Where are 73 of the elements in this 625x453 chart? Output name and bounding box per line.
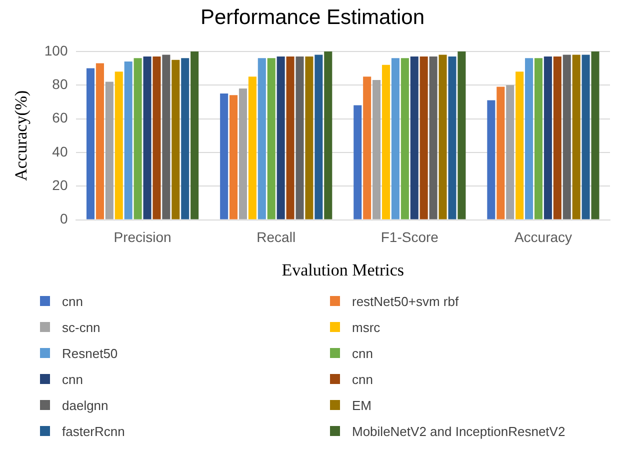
bar <box>296 56 304 220</box>
bar <box>516 72 524 220</box>
y-tick-label: 40 <box>52 143 68 160</box>
bar <box>134 58 142 220</box>
bar <box>534 58 543 220</box>
bar <box>591 51 600 220</box>
bar <box>114 72 123 220</box>
bar <box>572 54 580 220</box>
bar <box>391 58 400 220</box>
bar <box>230 95 238 220</box>
bar <box>438 54 447 220</box>
bar <box>429 56 438 220</box>
bar <box>86 68 95 220</box>
legend-label: cnn <box>352 346 373 360</box>
legend-label: EM <box>352 398 372 412</box>
bar <box>248 76 256 220</box>
bar <box>354 105 362 220</box>
x-tick-label: F1-Score <box>380 229 439 246</box>
bar <box>544 56 552 220</box>
x-tick-label: Precision <box>114 229 172 246</box>
y-tick-label: 100 <box>44 42 68 58</box>
bar <box>582 54 590 220</box>
legend-label: cnn <box>352 372 373 386</box>
bar <box>105 82 114 220</box>
bar <box>124 62 132 220</box>
bar <box>324 51 332 220</box>
y-tick-label: 0 <box>60 210 68 227</box>
bar <box>382 64 390 220</box>
legend-label: cnn <box>62 372 83 386</box>
bar <box>305 56 314 220</box>
legend-label: Resnet50 <box>62 346 118 360</box>
legend-label: restNet50+svm rbf <box>352 294 459 308</box>
legend-label: MobileNetV2 and InceptionResnetV2 <box>352 424 566 438</box>
legend-label: fasterRcnn <box>62 424 125 438</box>
bar <box>96 63 104 220</box>
bar <box>525 58 534 220</box>
bar <box>448 56 456 220</box>
bar <box>372 80 381 220</box>
legend-label: sc-cnn <box>62 320 100 334</box>
bar <box>152 56 161 220</box>
bar <box>220 94 228 220</box>
bar <box>506 85 514 220</box>
bar <box>553 56 562 220</box>
bar <box>400 58 409 220</box>
bar <box>258 58 266 220</box>
bar <box>410 56 418 220</box>
bar <box>420 56 428 220</box>
bar <box>162 54 170 220</box>
bar <box>458 51 466 220</box>
x-tick-label: Recall <box>256 229 296 246</box>
legend-label: msrc <box>352 320 380 334</box>
bar <box>286 56 294 220</box>
bar <box>496 86 505 220</box>
legend-label: cnn <box>62 294 83 308</box>
bar <box>487 100 496 220</box>
y-tick-label: 20 <box>52 176 68 193</box>
bar <box>267 58 276 220</box>
bar <box>190 51 199 220</box>
bar <box>172 60 180 220</box>
bar <box>314 54 323 220</box>
y-axis-title: Accuracy(%) <box>12 90 31 181</box>
legend-label: daelgnn <box>62 398 108 412</box>
bar <box>181 58 190 220</box>
bar <box>363 76 372 220</box>
bar <box>238 88 248 220</box>
bar <box>143 56 152 220</box>
bar <box>562 54 571 220</box>
y-tick-label: 80 <box>52 76 68 92</box>
y-tick-label: 60 <box>52 110 68 126</box>
x-tick-label: Accuracy <box>514 229 572 246</box>
x-axis-title: Evalution Metrics <box>282 260 404 280</box>
bar <box>276 56 285 220</box>
chart-title: Performance Estimation <box>199 6 426 30</box>
